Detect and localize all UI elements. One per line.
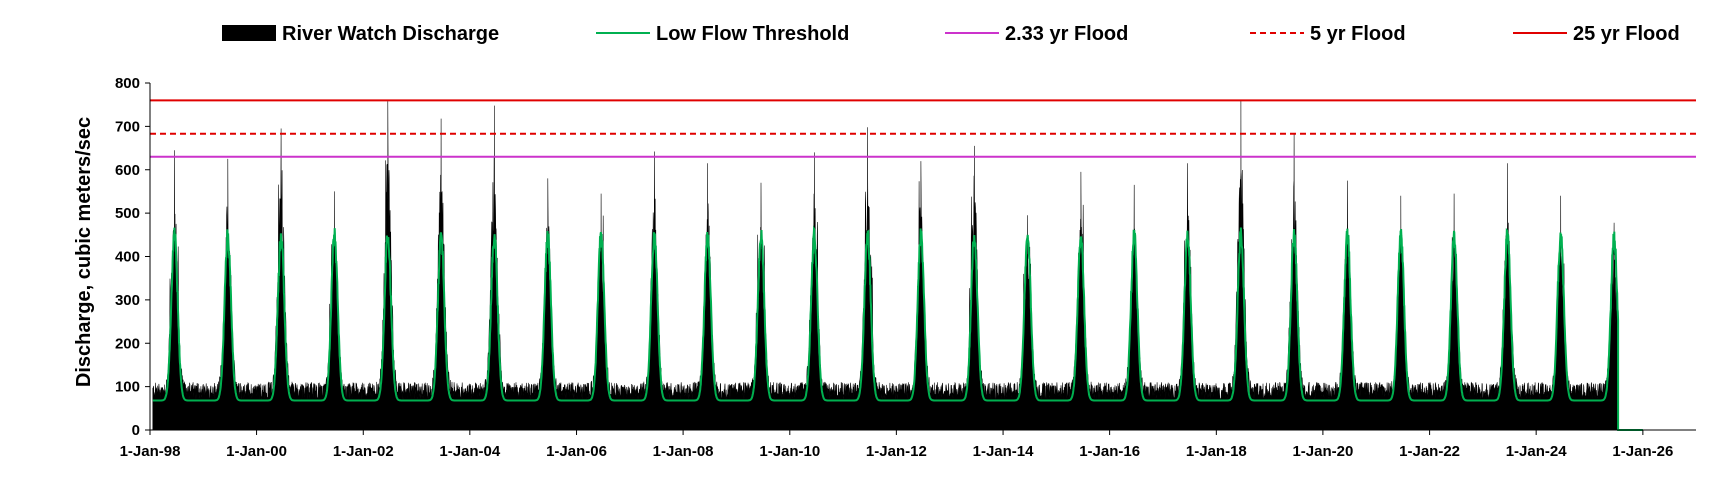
x-tick-label: 1-Jan-26 <box>1612 443 1673 460</box>
legend-item: 25 yr Flood <box>1513 23 1680 45</box>
x-tick-label: 1-Jan-10 <box>759 443 820 460</box>
series-low-flow-threshold <box>152 225 1643 431</box>
legend: River Watch Discharge Low Flow Threshold 2… <box>222 23 1680 45</box>
x-tick-label: 1-Jan-18 <box>1186 443 1247 460</box>
legend-item: River Watch Discharge <box>222 23 499 45</box>
x-tick-label: 1-Jan-12 <box>866 443 927 460</box>
x-tick-label: 1-Jan-24 <box>1506 443 1568 460</box>
x-tick-label: 1-Jan-04 <box>439 443 501 460</box>
x-tick-label: 1-Jan-22 <box>1399 443 1460 460</box>
x-tick-label: 1-Jan-98 <box>120 443 181 460</box>
y-tick-label: 0 <box>132 422 140 439</box>
y-tick-label: 600 <box>115 162 140 179</box>
legend-item: Low Flow Threshold <box>596 23 849 45</box>
x-tick-label: 1-Jan-06 <box>546 443 607 460</box>
x-tick-label: 1-Jan-08 <box>653 443 714 460</box>
legend-item: 5 yr Flood <box>1250 23 1406 45</box>
x-tick-label: 1-Jan-02 <box>333 443 394 460</box>
x-tick-label: 1-Jan-20 <box>1292 443 1353 460</box>
legend-item: 2.33 yr Flood <box>945 23 1128 45</box>
legend-swatch <box>222 25 276 41</box>
legend-label: 25 yr Flood <box>1573 23 1680 45</box>
legend-label: 5 yr Flood <box>1310 23 1406 45</box>
legend-label: 2.33 yr Flood <box>1005 23 1128 45</box>
y-tick-label: 800 <box>115 75 140 92</box>
plot-area <box>150 99 1696 431</box>
y-tick-label: 700 <box>115 118 140 135</box>
y-tick-label: 200 <box>115 335 140 352</box>
legend-label: Low Flow Threshold <box>656 23 849 45</box>
y-axis-title: Discharge, cubic meters/sec <box>73 117 95 387</box>
y-tick-label: 100 <box>115 379 140 396</box>
x-tick-label: 1-Jan-14 <box>973 443 1035 460</box>
legend-label: River Watch Discharge <box>282 23 499 45</box>
series-river-watch-discharge <box>152 100 1619 431</box>
y-tick-label: 300 <box>115 292 140 309</box>
y-tick-label: 400 <box>115 249 140 266</box>
x-tick-label: 1-Jan-00 <box>226 443 287 460</box>
y-tick-label: 500 <box>115 205 140 222</box>
axes: 0 100 200 300 400 500 600 700 800 1-Jan-98 1-Jan-0… <box>115 75 1696 460</box>
x-tick-label: 1-Jan-16 <box>1079 443 1140 460</box>
